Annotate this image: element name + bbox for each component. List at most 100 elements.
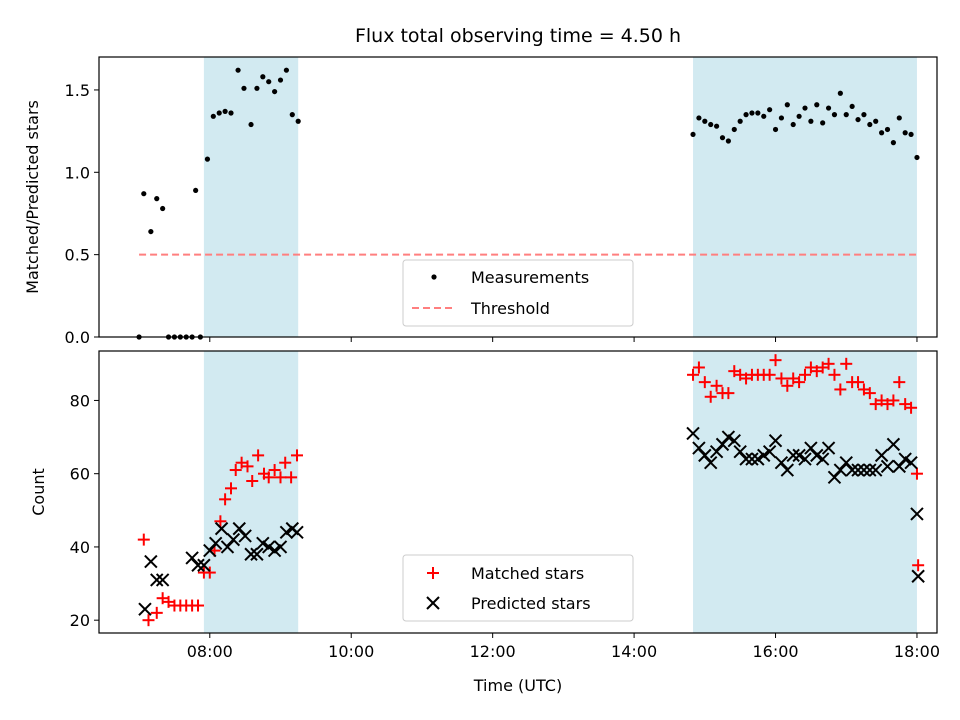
matched-stars-point (887, 394, 900, 407)
matched-stars-point (910, 467, 923, 480)
measurement-point (204, 156, 211, 162)
measurement-point (725, 138, 731, 144)
predicted-stars-point (226, 532, 241, 547)
matched-stars-point (142, 614, 155, 627)
predicted-stars-point (739, 452, 753, 466)
measurement-point (873, 118, 879, 124)
legend-threshold-label: Threshold (470, 299, 550, 318)
measurement-point (216, 110, 222, 116)
measurement-point (896, 115, 902, 121)
measurement-point (802, 105, 808, 111)
predicted-stars-point (267, 543, 282, 558)
predicted-stars-point (715, 437, 730, 452)
predicted-stars-point (880, 459, 895, 474)
predicted-stars-point (144, 554, 158, 569)
predicted-stars-point (698, 448, 712, 463)
matched-stars-point (225, 482, 238, 495)
top-y-axis-label: Matched/Predicted stars (23, 100, 42, 294)
predicted-stars-point (197, 558, 211, 572)
measurement-point (141, 191, 147, 197)
predicted-stars-point (686, 426, 700, 441)
measurement-point (154, 196, 160, 202)
matched-stars-point (274, 471, 287, 484)
predicted-stars-point (244, 547, 258, 561)
matched-stars-point (769, 354, 782, 367)
matched-stars-point (793, 376, 806, 389)
x-axis-label: Time (UTC) (473, 676, 562, 695)
predicted-stars-point (290, 525, 304, 539)
matched-stars-point (912, 559, 925, 572)
predicted-stars-point (874, 448, 889, 463)
predicted-stars-point (869, 463, 883, 477)
measurement-point (737, 118, 743, 124)
bottom-legend: Matched stars Predicted stars (402, 554, 634, 622)
predicted-stars-point (185, 551, 199, 565)
measurement-point (210, 113, 216, 119)
observing-window-shade (203, 351, 299, 633)
x-tick-label: 12:00 (470, 642, 516, 661)
predicted-stars-point (191, 558, 205, 572)
predicted-stars-point (692, 441, 706, 455)
predicted-stars-point (768, 434, 783, 448)
matched-stars-point (229, 464, 242, 477)
measurement-point (767, 107, 773, 113)
predicted-stars-point (208, 536, 223, 550)
measurement-point (708, 121, 714, 128)
measurement-point (228, 110, 234, 116)
matched-stars-point (214, 515, 227, 528)
predicted-stars-point (203, 543, 217, 558)
matched-stars-point (893, 376, 906, 389)
measurement-point (260, 74, 266, 80)
bottom-panel: 08:00 10:00 12:00 14:00 16:00 18:00 20 40 60 80 C… (29, 350, 940, 695)
measurement-point (713, 123, 720, 129)
top-legend: Measurements Threshold (402, 259, 634, 327)
matched-stars-point (692, 361, 705, 374)
predicted-stars-point (898, 452, 912, 466)
predicted-stars-point (780, 463, 795, 477)
predicted-stars-point (911, 569, 925, 583)
matched-stars-point (822, 357, 835, 370)
legend-predicted-label: Predicted stars (471, 594, 591, 613)
matched-stars-point (834, 383, 847, 396)
y-tick-label: 40 (70, 538, 90, 557)
measurement-point (761, 113, 767, 119)
measurement-point (879, 130, 885, 136)
measurement-point (283, 67, 290, 73)
predicted-stars-point (214, 521, 229, 536)
matched-stars-point (798, 368, 811, 381)
measurement-point (749, 110, 755, 116)
matched-stars-point (291, 449, 304, 462)
measurement-point (160, 205, 166, 212)
predicted-stars-point (256, 536, 270, 550)
matched-stars-point (840, 357, 853, 370)
predicted-stars-point (792, 448, 806, 463)
measurement-point (914, 154, 920, 161)
legend-measurements-label: Measurements (471, 268, 589, 287)
predicted-stars-point (232, 521, 246, 536)
matched-stars-point (763, 368, 776, 381)
predicted-stars-point (910, 507, 924, 521)
top-legend-box (402, 259, 634, 327)
predicted-stars-point (727, 434, 741, 448)
measurement-point (702, 118, 708, 124)
observing-window-shade (693, 57, 917, 337)
legend-predicted-marker (426, 596, 440, 610)
predicted-stars-point (262, 540, 276, 554)
matched-stars-point (722, 387, 735, 400)
y-tick-label: 80 (70, 391, 90, 410)
x-tick-label: 10:00 (328, 642, 374, 661)
measurement-point (772, 126, 779, 133)
measurement-point (796, 113, 802, 119)
predicted-stars-point (886, 437, 901, 452)
predicted-stars-point (892, 459, 906, 474)
bottom-panel-frame (98, 350, 938, 634)
predicted-stars-point (155, 573, 170, 587)
legend-matched-label: Matched stars (471, 564, 584, 583)
predicted-stars-point (798, 452, 812, 466)
matched-stars-point (285, 471, 298, 484)
observing-window-shade (693, 351, 917, 633)
matched-stars-point (192, 599, 205, 612)
predicted-stars-point (279, 525, 294, 539)
matched-stars-point (704, 390, 717, 403)
